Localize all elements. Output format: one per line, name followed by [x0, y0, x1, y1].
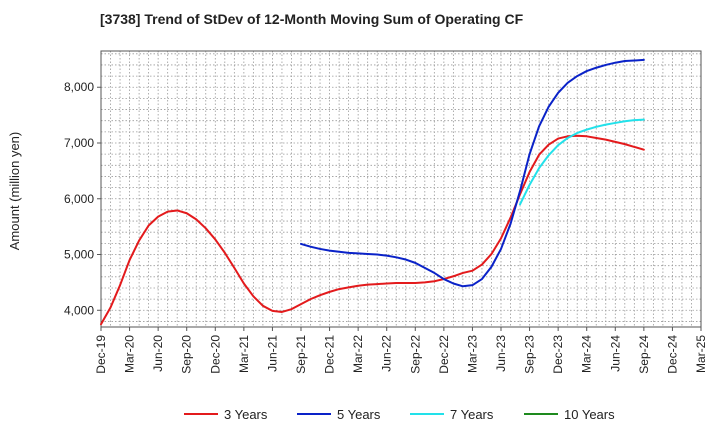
x-tick-label: Mar-23 [465, 335, 479, 373]
series-line-5-years [300, 58, 645, 288]
x-tick-label: Sep-23 [523, 335, 537, 374]
legend-label-7-years: 7 Years [450, 407, 494, 422]
x-tick-label: Dec-24 [665, 335, 679, 374]
x-axis-ticks: Dec-19 Mar-20 Jun-20 Sep-20 Dec-20 Mar-21 Jun-… [94, 327, 708, 374]
x-tick-label: Jun-23 [494, 335, 508, 372]
y-axis-ticks: 4,000 5,000 6,000 7,000 8,000 [64, 80, 101, 317]
y-tick-label: 7,000 [64, 136, 94, 150]
x-tick-label: Dec-21 [323, 335, 337, 374]
legend-label-3-years: 3 Years [224, 407, 268, 422]
x-tick-label: Jun-22 [380, 335, 394, 372]
x-tick-label: Dec-23 [551, 335, 565, 374]
x-tick-label: Mar-25 [694, 335, 708, 373]
y-axis-label: Amount (million yen) [7, 132, 22, 251]
x-tick-label: Dec-22 [437, 335, 451, 374]
plot-frame [100, 50, 702, 328]
x-tick-label: Mar-20 [123, 335, 137, 373]
legend-label-5-years: 5 Years [337, 407, 381, 422]
plot-area [101, 51, 701, 327]
x-tick-label: Sep-22 [408, 335, 422, 374]
grid-lines [101, 51, 701, 327]
series-line-7-years [519, 118, 645, 206]
series-lines [100, 58, 645, 326]
x-tick-label: Jun-21 [265, 335, 279, 372]
y-tick-label: 6,000 [64, 192, 94, 206]
legend: 3 Years 5 Years 7 Years 10 Years [184, 407, 615, 422]
x-tick-label: Sep-20 [180, 335, 194, 374]
legend-label-10-years: 10 Years [564, 407, 615, 422]
x-tick-label: Dec-19 [94, 335, 108, 374]
x-tick-label: Dec-20 [208, 335, 222, 374]
x-tick-label: Mar-22 [351, 335, 365, 373]
chart-title: [3738] Trend of StDev of 12-Month Moving… [100, 11, 524, 27]
x-tick-label: Mar-21 [237, 335, 251, 373]
x-tick-label: Jun-24 [608, 335, 622, 372]
y-tick-label: 5,000 [64, 248, 94, 262]
x-tick-label: Jun-20 [151, 335, 165, 372]
x-tick-label: Mar-24 [580, 335, 594, 373]
x-tick-label: Sep-21 [294, 335, 308, 374]
series-line-3-years [100, 134, 645, 326]
x-tick-label: Sep-24 [637, 335, 651, 374]
y-tick-label: 8,000 [64, 80, 94, 94]
y-tick-label: 4,000 [64, 303, 94, 317]
